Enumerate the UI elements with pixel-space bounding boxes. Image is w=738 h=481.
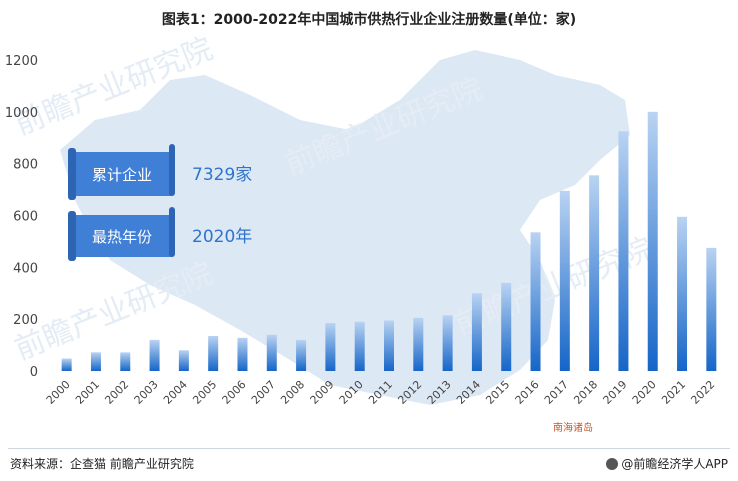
x-tick-label: 2004 [161, 378, 190, 407]
chart-canvas: 前瞻产业研究院 前瞻产业研究院 前瞻产业研究院 前瞻产业研究院 02004006… [5, 31, 718, 434]
info-card-value: 7329家 [192, 165, 252, 185]
info-card-hottest-year: 最热年份 2020年 [68, 207, 252, 261]
x-tick-label: 2017 [542, 378, 571, 407]
bar-2017 [559, 190, 570, 371]
x-tick-label: 2001 [73, 378, 102, 407]
x-tick-label: 2006 [220, 378, 249, 407]
x-tick-label: 2002 [102, 378, 131, 407]
bar-2006 [237, 337, 248, 371]
chart-title: 图表1：2000-2022年中国城市供热行业企业注册数量(单位：家) [161, 12, 577, 28]
bar-2001 [90, 352, 101, 371]
brand-logo-icon [606, 458, 619, 470]
y-tick-label: 0 [30, 365, 38, 380]
bar-2007 [266, 334, 277, 371]
y-tick-label: 1000 [5, 106, 38, 121]
y-tick-label: 800 [13, 158, 38, 173]
source-note: 资料来源：企查猫 前瞻产业研究院 [10, 457, 194, 471]
bar-2009 [325, 323, 336, 371]
info-card-label: 最热年份 [92, 228, 152, 246]
scroll-banner-edge [68, 148, 76, 200]
bar-2014 [471, 293, 482, 371]
map-label-south-china-sea: 南海诸岛 [553, 421, 593, 434]
x-tick-label: 2018 [571, 378, 600, 407]
x-tick-label: 2019 [601, 378, 630, 407]
scroll-banner-icon [72, 215, 172, 257]
x-tick-label: 2005 [190, 378, 219, 407]
y-tick-label: 1200 [5, 54, 38, 69]
bar-2011 [384, 320, 394, 371]
bar-2013 [442, 315, 453, 371]
scroll-banner-icon [72, 152, 172, 196]
bar-2008 [296, 339, 307, 371]
info-card-value: 2020年 [192, 227, 252, 247]
scroll-banner-edge [68, 211, 76, 261]
bar-2022 [706, 247, 717, 371]
bar-2004 [178, 350, 189, 371]
x-tick-label: 2020 [630, 378, 659, 407]
info-card-total: 累计企业 7329家 [68, 144, 252, 200]
x-tick-label: 2003 [132, 378, 161, 407]
x-axis: 2000 2001 2002 2003 2004 2005 2006 2007 2008 2009… [44, 378, 718, 407]
x-tick-label: 2021 [659, 378, 688, 407]
china-map-background [60, 50, 630, 405]
y-tick-label: 200 [13, 313, 38, 328]
info-card-label: 累计企业 [92, 166, 152, 184]
y-tick-label: 600 [13, 210, 38, 225]
x-tick-label: 2016 [513, 378, 542, 407]
bar-2005 [208, 336, 219, 371]
x-tick-label: 2007 [249, 378, 278, 407]
bar-2020 [647, 111, 658, 371]
bar-2003 [149, 339, 160, 371]
scroll-banner-edge [169, 144, 175, 196]
y-axis: 0 200 400 600 800 1000 1200 [5, 54, 38, 380]
bar-2002 [120, 352, 131, 371]
x-tick-label: 2000 [44, 378, 73, 407]
bar-2016 [530, 232, 541, 371]
y-tick-label: 400 [13, 261, 38, 276]
bar-series [61, 111, 717, 371]
bar-2019 [618, 131, 629, 371]
bar-2015 [501, 282, 512, 371]
x-tick-label: 2008 [278, 378, 307, 407]
bar-2010 [354, 321, 365, 371]
brand-credit-text: @前瞻经济学人APP [621, 457, 728, 471]
scroll-banner-edge [169, 207, 175, 257]
bar-2012 [413, 317, 424, 371]
brand-credit: @前瞻经济学人APP [606, 455, 728, 472]
bar-2000 [61, 358, 72, 371]
bar-2021 [677, 216, 688, 371]
footer-divider [8, 448, 730, 449]
bar-2018 [589, 175, 600, 371]
x-tick-label: 2022 [688, 378, 717, 407]
